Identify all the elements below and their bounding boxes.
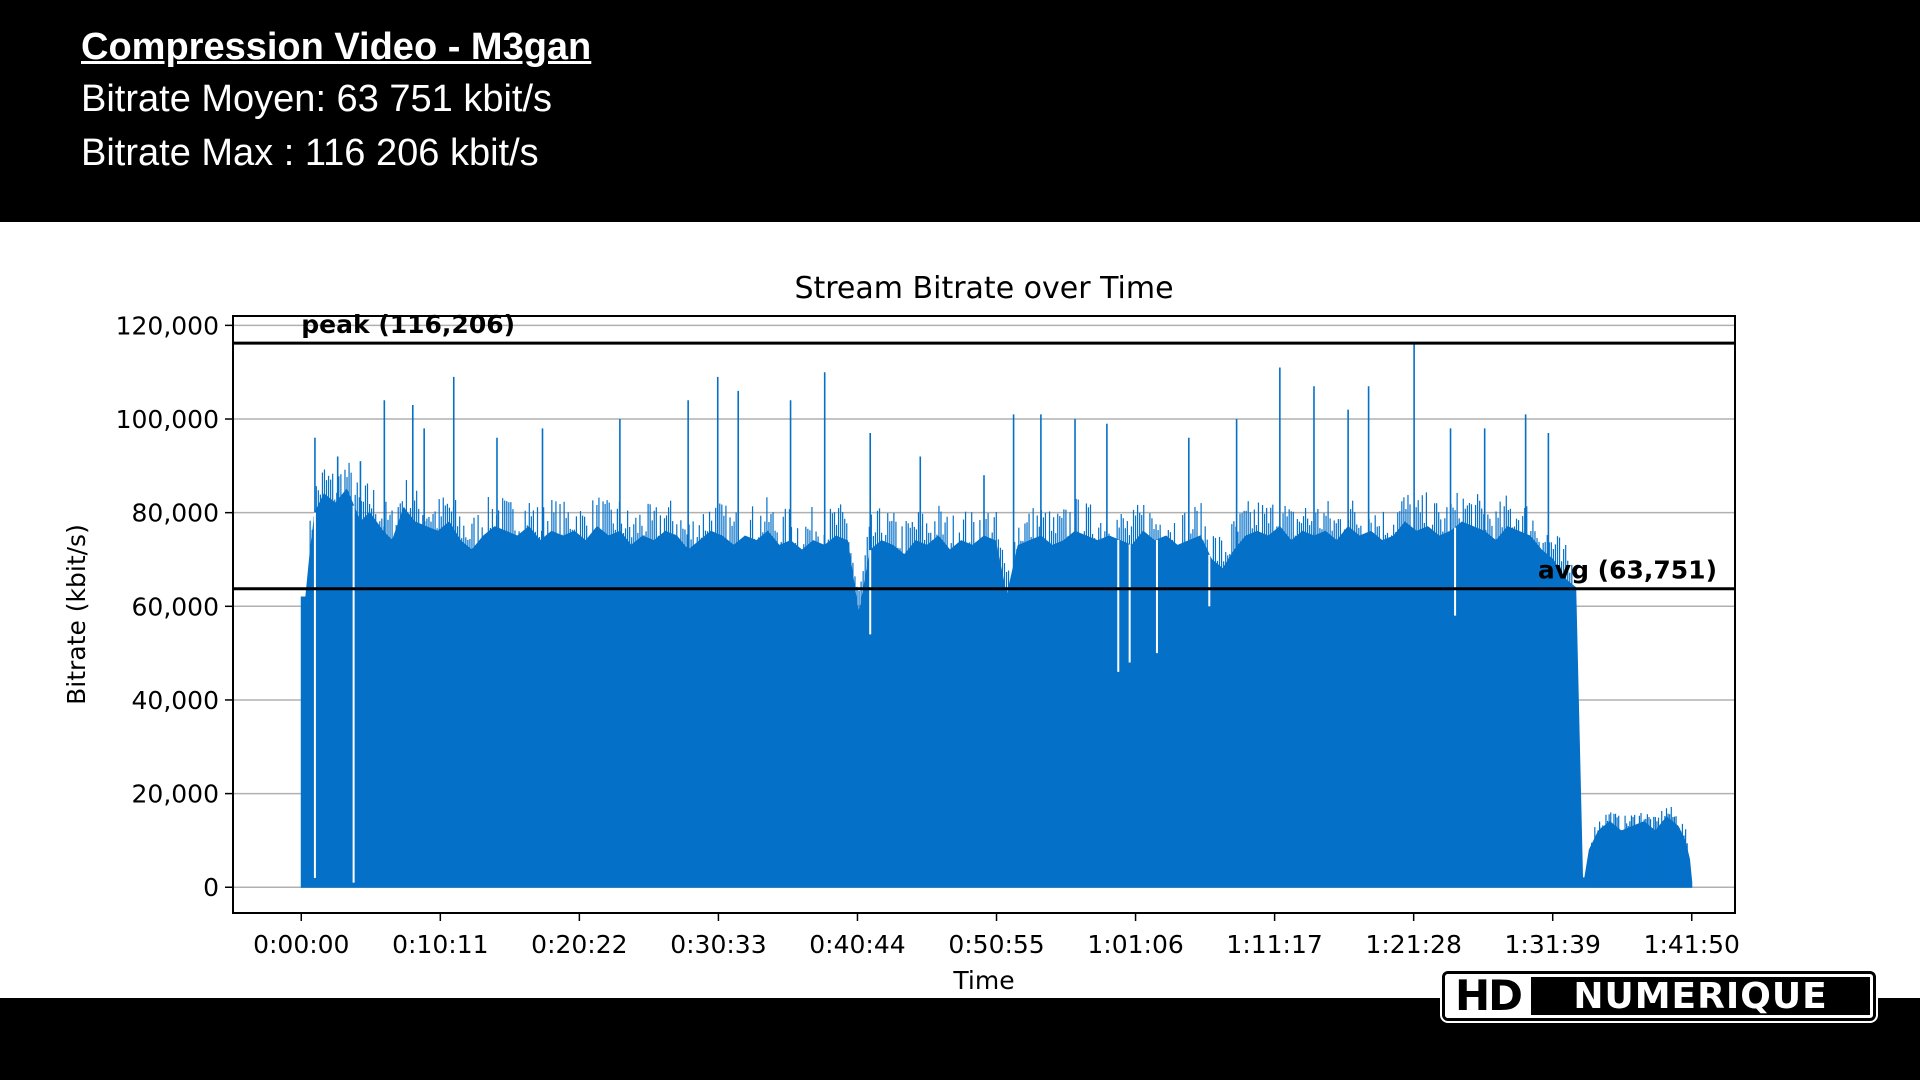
x-tick-label: 1:31:39 (1505, 930, 1601, 959)
y-axis-label: Bitrate (kbit/s) (62, 524, 91, 705)
y-tick-label: 80,000 (132, 499, 219, 528)
x-tick-label: 1:21:28 (1365, 930, 1461, 959)
bitrate-chart: peak (116,206) avg (63,751) 0 20,000 40,000… (0, 222, 1920, 998)
x-tick-label: 0:40:44 (809, 930, 905, 959)
x-tick-label: 1:41:50 (1644, 930, 1740, 959)
chart-title: Stream Bitrate over Time (794, 271, 1173, 306)
x-tick-label: 0:00:00 (253, 930, 349, 959)
y-tick-label: 20,000 (132, 780, 219, 809)
header-text-block: Compression Video - M3gan Bitrate Moyen:… (81, 22, 591, 180)
page-title: Compression Video - M3gan (81, 26, 592, 68)
header-band: Compression Video - M3gan Bitrate Moyen:… (0, 0, 1920, 222)
hd-numerique-logo: HD NUMERIQUE (1442, 971, 1876, 1021)
y-tick-label: 40,000 (132, 686, 219, 715)
max-bitrate-text: Bitrate Max : 116 206 kbit/s (81, 132, 539, 174)
y-tick-label: 0 (203, 873, 219, 902)
x-tick-label: 1:11:17 (1226, 930, 1322, 959)
plot-frame (232, 315, 1736, 914)
axis-layer: 0 20,000 40,000 60,000 80,000 100,000 120,000 0… (116, 311, 1740, 959)
x-tick-label: 0:30:33 (670, 930, 766, 959)
peak-label: peak (116,206) (301, 310, 515, 339)
avg-label: avg (63,751) (1538, 556, 1717, 585)
y-tick-label: 120,000 (116, 311, 219, 340)
x-axis-label: Time (952, 966, 1014, 995)
annotation-layer: peak (116,206) avg (63,751) (233, 310, 1735, 591)
average-bitrate-text: Bitrate Moyen: 63 751 kbit/s (81, 78, 553, 120)
x-tick-label: 0:50:55 (948, 930, 1044, 959)
logo-name-text: NUMERIQUE (1531, 976, 1870, 1017)
x-tick-label: 0:10:11 (392, 930, 488, 959)
y-tick-label: 60,000 (132, 592, 219, 621)
logo-hd-text: HD (1445, 974, 1532, 1018)
x-tick-label: 0:20:22 (531, 930, 627, 959)
y-tick-label: 100,000 (116, 405, 219, 434)
x-tick-label: 1:01:06 (1087, 930, 1183, 959)
